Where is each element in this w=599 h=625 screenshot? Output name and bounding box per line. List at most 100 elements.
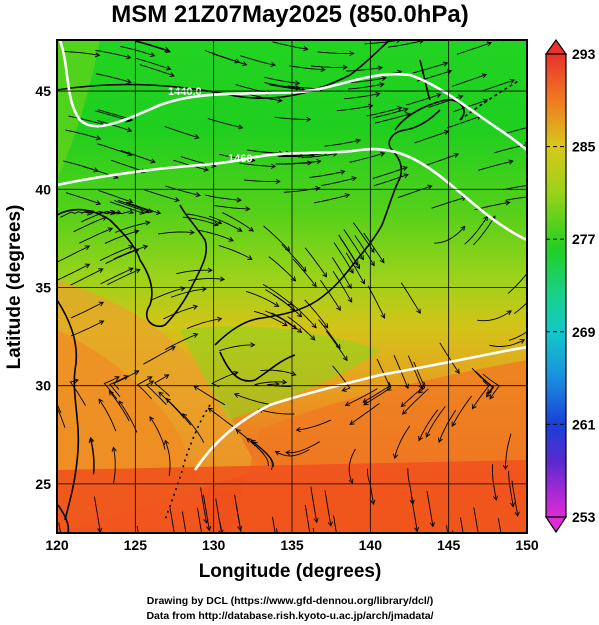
streamline-arrow bbox=[409, 499, 415, 505]
streamline-arrow bbox=[273, 302, 280, 307]
streamline bbox=[164, 333, 198, 350]
streamline-arrow bbox=[353, 260, 359, 267]
streamline bbox=[275, 162, 312, 165]
streamline bbox=[198, 229, 234, 242]
streamline-arrow bbox=[123, 375, 129, 380]
streamline bbox=[109, 201, 145, 214]
streamline bbox=[278, 154, 315, 157]
streamline-arrow bbox=[487, 389, 493, 395]
streamline-arrow bbox=[311, 323, 317, 329]
streamline-arrow bbox=[456, 562, 460, 566]
colorbar-tick-label: 277 bbox=[572, 231, 596, 247]
streamline-arrow bbox=[94, 52, 101, 58]
streamline-arrow bbox=[436, 93, 442, 98]
streamline bbox=[338, 234, 359, 266]
streamline bbox=[136, 57, 171, 70]
streamline bbox=[459, 517, 464, 533]
streamline bbox=[506, 127, 527, 134]
streamline-arrow bbox=[142, 244, 149, 250]
streamline-arrow bbox=[351, 176, 357, 182]
streamline-arrow bbox=[250, 439, 256, 445]
colorbar-tick-label: 285 bbox=[572, 139, 596, 155]
streamline bbox=[494, 144, 527, 154]
streamline bbox=[164, 126, 199, 139]
streamline-arrow bbox=[320, 66, 326, 73]
streamline bbox=[93, 496, 101, 533]
streamline bbox=[80, 210, 115, 214]
streamline-arrow bbox=[274, 450, 281, 456]
streamline-arrow bbox=[416, 308, 421, 315]
streamline-arrow bbox=[270, 163, 277, 169]
streamline bbox=[105, 248, 139, 265]
streamline bbox=[332, 271, 353, 303]
streamline-arrow bbox=[285, 450, 291, 456]
streamline bbox=[60, 210, 94, 218]
streamline bbox=[158, 231, 195, 235]
streamline bbox=[65, 192, 101, 205]
streamline-arrow bbox=[510, 502, 516, 508]
streamline-arrow bbox=[223, 553, 227, 557]
streamline-arrow bbox=[193, 385, 199, 391]
streamline-arrow bbox=[344, 193, 351, 199]
y-tick-label: 30 bbox=[35, 378, 51, 394]
streamline-arrow bbox=[98, 268, 104, 273]
streamline-arrow bbox=[182, 413, 188, 419]
streamline-arrow bbox=[403, 107, 409, 113]
streamline-arrow bbox=[464, 549, 468, 553]
streamline-arrow bbox=[535, 322, 540, 326]
streamline bbox=[318, 319, 341, 349]
streamline bbox=[136, 525, 139, 533]
streamline bbox=[320, 279, 341, 311]
streamline-arrow bbox=[165, 48, 171, 54]
streamline-arrow bbox=[502, 464, 509, 471]
streamline-arrow bbox=[307, 160, 313, 166]
streamline-arrow bbox=[164, 439, 170, 446]
streamline bbox=[57, 245, 90, 263]
streamline bbox=[281, 244, 307, 272]
streamline bbox=[250, 439, 274, 467]
streamline-arrow bbox=[400, 402, 406, 408]
streamline bbox=[425, 406, 446, 438]
streamline bbox=[98, 190, 133, 203]
streamline-arrow bbox=[169, 72, 175, 78]
streamline-arrow bbox=[313, 517, 319, 524]
streamline bbox=[464, 216, 488, 245]
streamline-arrow bbox=[460, 225, 466, 231]
streamline bbox=[57, 406, 66, 428]
streamline-arrow bbox=[290, 276, 297, 282]
streamline-arrow bbox=[107, 227, 114, 233]
credit-drawing: Drawing by DCL (https://www.gfd-dennou.o… bbox=[147, 595, 433, 607]
streamline-arrow bbox=[429, 522, 435, 528]
streamline bbox=[163, 305, 198, 320]
streamline-arrow bbox=[379, 258, 385, 264]
streamline bbox=[397, 185, 432, 199]
streamline-arrow bbox=[355, 263, 360, 270]
streamline-arrow bbox=[453, 152, 460, 158]
streamline bbox=[264, 82, 300, 89]
streamline bbox=[350, 77, 386, 84]
streamline-arrow bbox=[250, 342, 256, 348]
streamline bbox=[90, 437, 95, 474]
streamline-arrow bbox=[145, 220, 151, 226]
streamline bbox=[186, 318, 222, 330]
streamline bbox=[222, 212, 254, 232]
streamline-arrow bbox=[218, 529, 224, 533]
streamline bbox=[186, 213, 222, 224]
streamline-arrow bbox=[348, 268, 354, 274]
streamline-arrow bbox=[404, 383, 409, 390]
streamline-arrow bbox=[291, 324, 298, 330]
streamline-arrow bbox=[370, 261, 375, 267]
streamline-arrow bbox=[340, 169, 346, 175]
streamline-arrow bbox=[95, 200, 102, 206]
streamline bbox=[284, 160, 321, 165]
colorbar-tick-label: 293 bbox=[572, 46, 596, 62]
streamline bbox=[482, 373, 500, 400]
streamline-arrow bbox=[396, 40, 402, 44]
streamline bbox=[98, 398, 117, 432]
streamline-arrow bbox=[173, 539, 177, 543]
streamline-arrow bbox=[316, 158, 322, 165]
streamline bbox=[301, 153, 338, 159]
streamline-arrow bbox=[458, 94, 464, 100]
streamline bbox=[372, 108, 408, 119]
